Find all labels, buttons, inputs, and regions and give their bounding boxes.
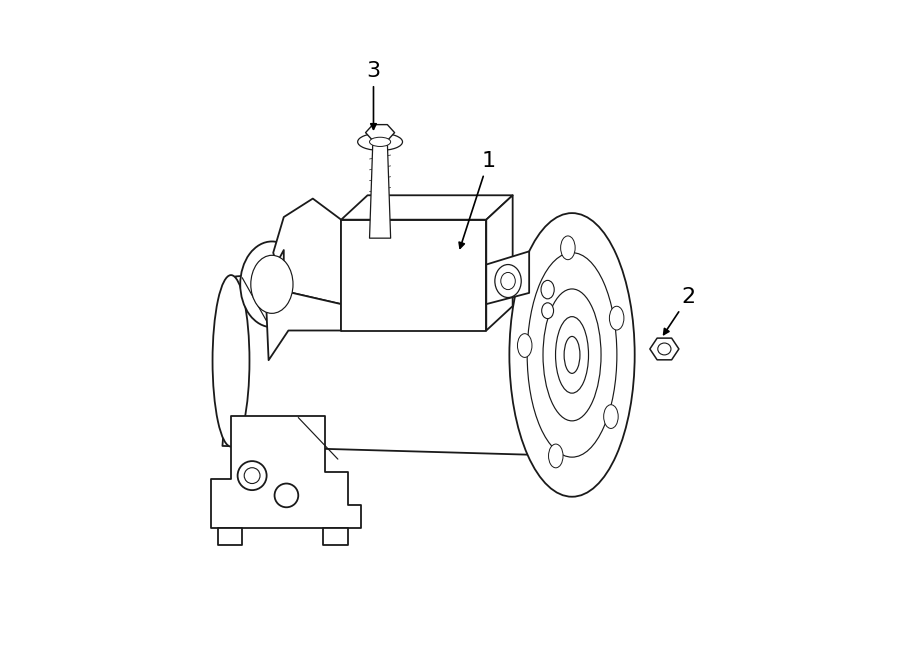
Polygon shape	[341, 219, 486, 330]
Ellipse shape	[561, 236, 575, 260]
Ellipse shape	[238, 461, 266, 490]
Ellipse shape	[604, 405, 618, 428]
Ellipse shape	[274, 484, 298, 507]
Ellipse shape	[555, 317, 589, 393]
Ellipse shape	[240, 241, 303, 327]
Ellipse shape	[527, 253, 616, 457]
Ellipse shape	[500, 272, 516, 290]
Ellipse shape	[609, 306, 624, 330]
Polygon shape	[266, 250, 341, 360]
Ellipse shape	[518, 334, 532, 358]
Ellipse shape	[542, 303, 554, 319]
Ellipse shape	[658, 343, 671, 355]
Ellipse shape	[357, 134, 402, 151]
Ellipse shape	[541, 280, 554, 299]
Polygon shape	[341, 195, 513, 219]
Ellipse shape	[251, 255, 293, 313]
Polygon shape	[323, 528, 347, 545]
Polygon shape	[365, 125, 394, 141]
Ellipse shape	[564, 336, 580, 373]
Polygon shape	[218, 528, 242, 545]
Polygon shape	[650, 338, 679, 360]
Polygon shape	[486, 195, 513, 330]
Ellipse shape	[212, 275, 249, 447]
Polygon shape	[486, 251, 529, 304]
Ellipse shape	[548, 444, 563, 468]
Ellipse shape	[543, 289, 601, 421]
Polygon shape	[274, 198, 341, 304]
Text: 3: 3	[366, 61, 381, 130]
Polygon shape	[212, 416, 361, 528]
Ellipse shape	[370, 137, 391, 147]
Ellipse shape	[244, 468, 260, 484]
Text: 2: 2	[663, 287, 696, 334]
Ellipse shape	[509, 213, 634, 496]
Polygon shape	[222, 253, 569, 456]
Polygon shape	[370, 142, 391, 238]
Text: 1: 1	[459, 151, 495, 249]
Ellipse shape	[495, 264, 521, 297]
